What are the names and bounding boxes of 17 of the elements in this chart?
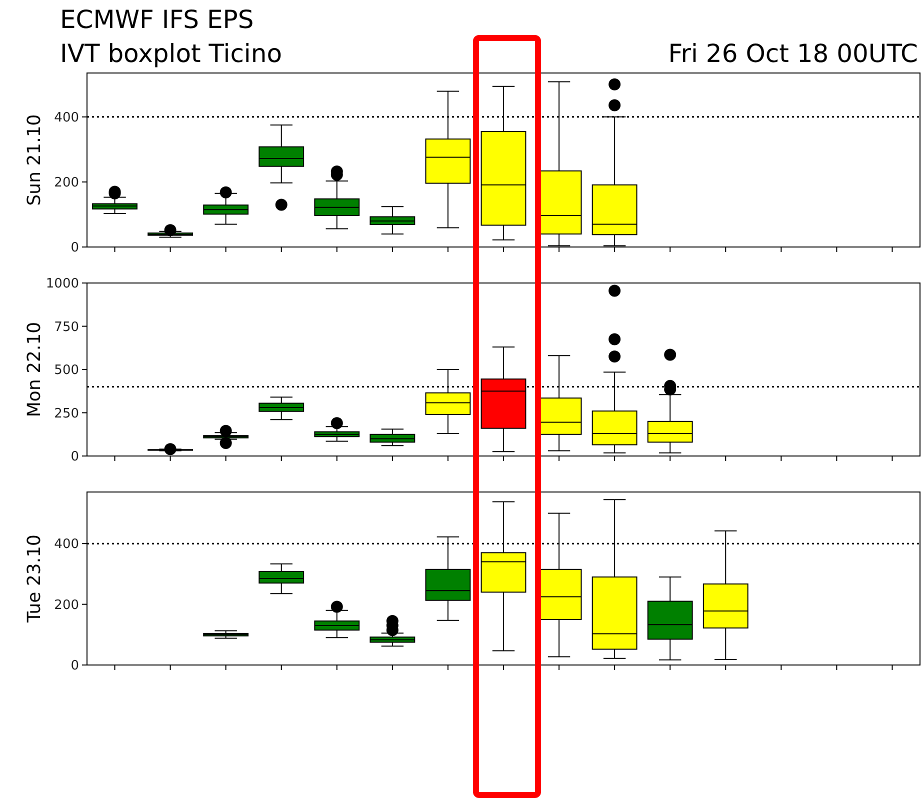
chart-title: ECMWF IFS EPS	[60, 5, 254, 34]
chart-subtitle: IVT boxplot Ticino	[60, 39, 282, 68]
y-tick-label: 400	[54, 537, 79, 552]
text: Fri 26 Oct 18 00UTC	[668, 39, 918, 68]
y-tick-label: 400	[54, 110, 79, 126]
y-tick-label: 250	[54, 406, 79, 422]
y-tick-label: 200	[54, 598, 79, 613]
y-tick-label: 500	[54, 363, 79, 378]
y-axis-title: Sun 21.10	[24, 114, 45, 206]
y-tick-label: 0	[70, 240, 79, 256]
y-tick-label: 750	[54, 320, 79, 335]
y-axis-title: Mon 22.10	[24, 322, 45, 418]
y-axis-title: Tue 23.10	[24, 534, 45, 624]
y-tick-label: 0	[70, 658, 79, 674]
y-tick-label: 1000	[46, 276, 79, 292]
y-tick-label: 0	[70, 450, 79, 465]
y-tick-label: 200	[54, 176, 79, 191]
